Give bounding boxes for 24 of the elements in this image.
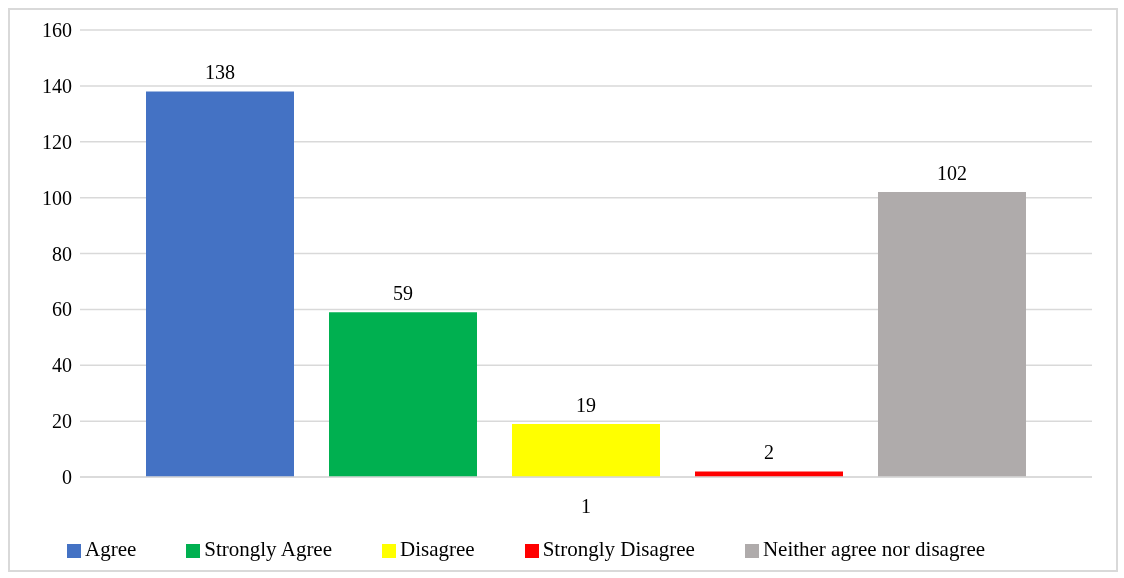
bar (329, 312, 477, 477)
y-tick-label: 0 (62, 466, 72, 489)
y-tick-label: 100 (42, 186, 72, 209)
bar (146, 91, 294, 477)
y-tick-label: 80 (52, 242, 72, 265)
y-tick-label: 120 (42, 130, 72, 153)
legend-label: Neither agree nor disagree (762, 537, 986, 561)
data-label: 102 (937, 162, 967, 185)
legend-label: Agree (84, 537, 137, 561)
y-tick-label: 140 (42, 74, 72, 97)
legend-label: Strongly Agree (204, 537, 333, 561)
data-label: 138 (205, 61, 235, 84)
legend-label: Disagree (400, 537, 475, 561)
y-tick-label: 40 (52, 354, 72, 377)
data-label: 59 (393, 282, 413, 305)
bar (512, 423, 660, 477)
data-label: 19 (576, 393, 596, 416)
legend-label: Strongly Disagree (542, 537, 695, 561)
bar (878, 192, 1026, 477)
y-tick-label: 60 (52, 298, 72, 321)
x-tick-label: 1 (581, 495, 591, 518)
y-tick-label: 20 (52, 410, 72, 433)
data-label: 2 (764, 441, 774, 464)
y-tick-label: 160 (42, 19, 72, 42)
